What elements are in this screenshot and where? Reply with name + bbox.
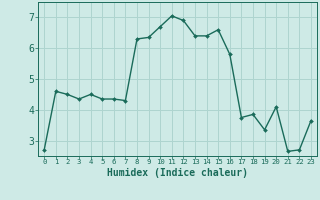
X-axis label: Humidex (Indice chaleur): Humidex (Indice chaleur) bbox=[107, 168, 248, 178]
